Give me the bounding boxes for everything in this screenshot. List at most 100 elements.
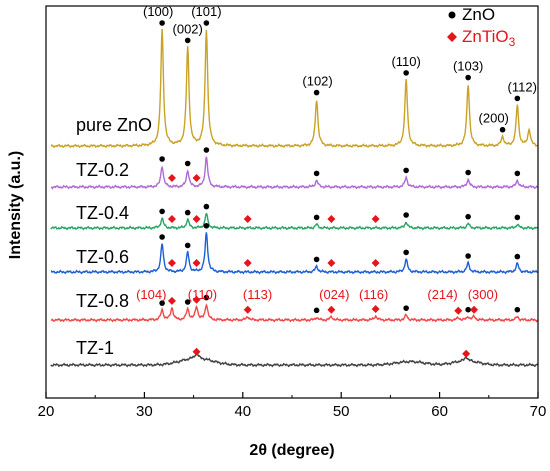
series-label: pure ZnO <box>76 115 152 135</box>
zno-marker <box>203 223 210 229</box>
peak-label: (214) <box>427 287 457 302</box>
zno-marker <box>184 209 191 216</box>
zntio3-marker <box>192 215 201 223</box>
x-axis: 20 30 40 50 60 70 <box>38 392 547 420</box>
zno-marker <box>514 95 521 102</box>
series-label: TZ-0.2 <box>76 160 129 180</box>
series-tz-1: TZ-1 <box>50 338 539 368</box>
series-line <box>50 212 539 231</box>
zno-marker <box>159 234 165 240</box>
zno-marker <box>465 74 471 81</box>
zno-marker <box>159 300 165 306</box>
series-pure-zno: pure ZnO (100)(002) (101) (102) (110) (103) (2… <box>50 4 538 149</box>
peak-label: (116) <box>359 287 388 302</box>
zno-marker <box>313 170 320 177</box>
peak-label: (113) <box>243 287 272 302</box>
legend-entry: ZnO <box>448 5 495 24</box>
series-label: TZ-0.6 <box>76 247 129 267</box>
zno-marker <box>465 213 471 220</box>
x-tick-label: 70 <box>530 403 547 420</box>
x-tick-label: 60 <box>431 403 448 420</box>
legend-diamond-marker <box>447 32 457 42</box>
zntio3-marker <box>454 306 463 315</box>
series-line <box>50 232 538 275</box>
series-label: TZ-0.8 <box>76 291 129 311</box>
zno-marker <box>499 126 506 133</box>
series-tz-0-6: TZ-0.6 <box>50 223 538 275</box>
series-line <box>50 156 538 190</box>
peak-label: (101) <box>191 4 221 19</box>
zno-marker <box>403 70 409 76</box>
legend-label: ZnO <box>462 5 495 24</box>
peak-label: (110) <box>188 287 217 302</box>
zno-marker <box>514 306 521 313</box>
zntio3-marker <box>243 215 252 223</box>
zno-marker <box>514 253 521 260</box>
x-tick-label: 20 <box>38 403 55 420</box>
zntio3-marker <box>243 305 252 314</box>
legend-circle-marker <box>448 11 456 19</box>
zno-marker <box>514 214 521 221</box>
legend-entry: ZnTiO3 <box>447 27 516 49</box>
zntio3-marker <box>192 259 201 267</box>
zno-marker <box>403 249 409 256</box>
y-axis-title: Intensity (a.u.) <box>7 151 24 259</box>
zntio3-marker <box>243 259 252 267</box>
zno-marker <box>465 253 471 259</box>
zno-marker <box>403 167 409 174</box>
peak-label: (110) <box>391 54 420 69</box>
zno-marker <box>159 20 165 26</box>
peak-label: (104) <box>136 287 166 302</box>
series-tz-0-8: TZ-0.8 (104) (110) (113) (024) (116) (214) (300… <box>50 287 539 323</box>
zntio3-marker <box>167 259 176 267</box>
zno-marker <box>313 307 320 314</box>
peak-label: (024) <box>319 287 349 302</box>
peak-label: (002) <box>173 21 203 36</box>
zno-marker <box>203 147 210 153</box>
series-label: TZ-1 <box>76 338 114 358</box>
x-tick-label: 40 <box>234 403 251 420</box>
series-line <box>50 28 538 149</box>
series-line <box>50 351 539 368</box>
zntio3-marker <box>371 305 380 314</box>
zno-marker <box>465 169 471 176</box>
zntio3-marker <box>327 305 336 314</box>
zno-marker <box>203 294 210 301</box>
zntio3-marker <box>327 259 336 267</box>
zno-marker <box>184 242 191 249</box>
zno-marker <box>313 89 320 96</box>
series-tz-0-2: TZ-0.2 <box>50 147 538 190</box>
peak-label: (103) <box>453 59 483 74</box>
zntio3-marker <box>167 296 176 305</box>
zntio3-marker <box>371 215 380 223</box>
series-line <box>50 303 539 323</box>
zntio3-marker <box>470 305 479 314</box>
legend: ZnO ZnTiO3 <box>447 5 516 49</box>
zno-marker <box>159 208 165 215</box>
zno-marker <box>184 160 191 167</box>
zntio3-marker <box>192 295 201 304</box>
peak-label: (100) <box>143 4 173 19</box>
zno-marker <box>184 37 191 44</box>
zntio3-marker <box>327 215 336 223</box>
zntio3-marker <box>371 259 380 267</box>
zno-marker <box>313 214 320 221</box>
zntio3-marker <box>167 174 176 182</box>
series-tz-0-4: TZ-0.4 <box>50 203 539 231</box>
legend-label: ZnTiO3 <box>462 27 516 49</box>
peak-label: (200) <box>479 111 509 126</box>
peak-label: (112) <box>508 79 537 94</box>
zntio3-marker <box>462 349 471 358</box>
x-tick-label: 50 <box>333 403 350 420</box>
series-layer: pure ZnO (100)(002) (101) (102) (110) (103) (2… <box>50 4 539 368</box>
zno-marker <box>203 203 210 210</box>
zno-marker <box>403 305 409 311</box>
zno-marker <box>465 306 471 313</box>
peak-label: (102) <box>302 74 332 89</box>
zntio3-marker <box>192 347 201 356</box>
x-tick-label: 30 <box>136 403 153 420</box>
zno-marker <box>203 20 210 26</box>
zno-marker <box>403 212 409 218</box>
peak-label: (300) <box>468 287 498 302</box>
